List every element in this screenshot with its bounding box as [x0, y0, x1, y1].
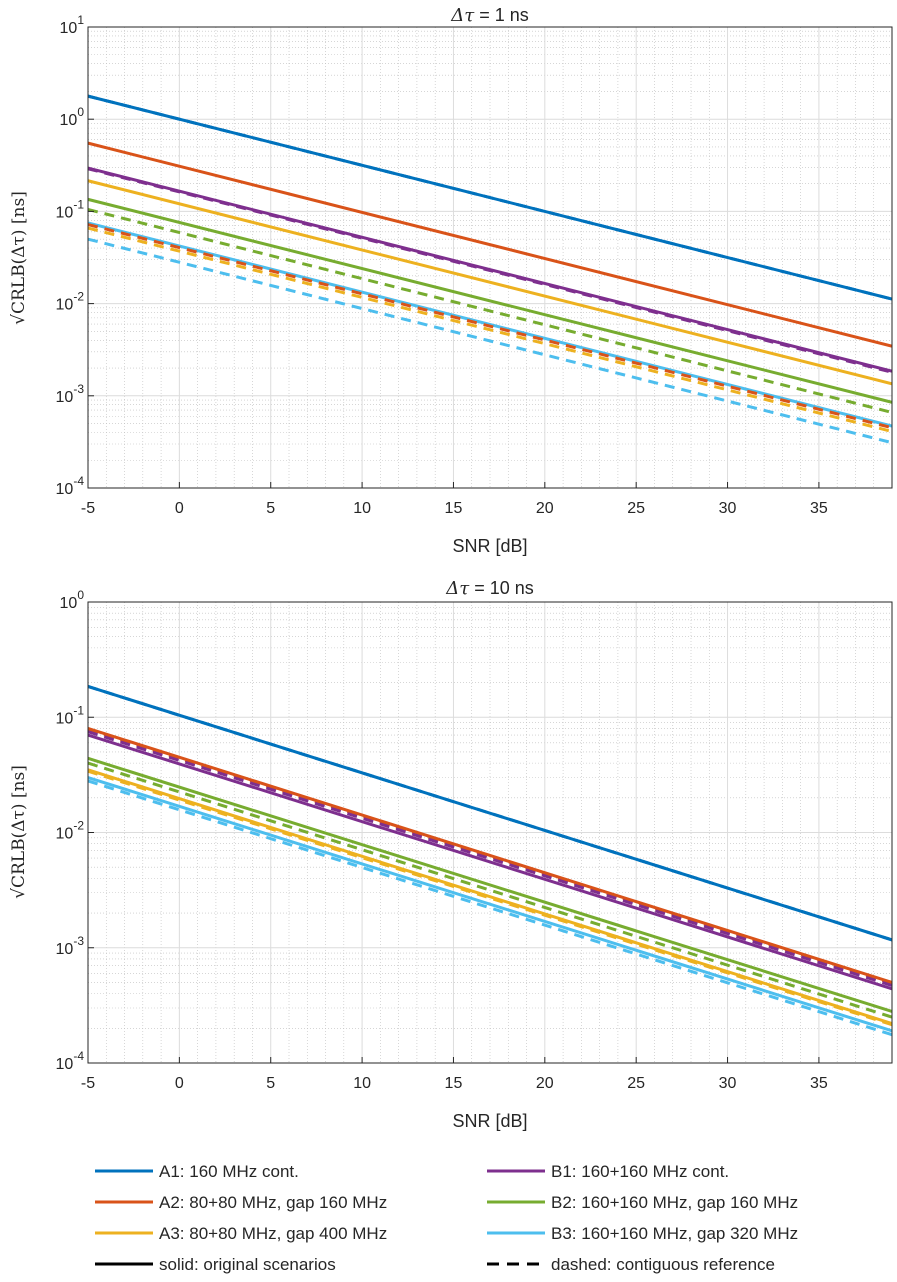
chart-title-bottom: Δτ = 10 ns [445, 578, 534, 599]
y-tick-label: 100 [60, 588, 85, 612]
series-line-b3-ref [87, 779, 893, 1037]
series-line-b1-160-160-mhz-cont- [87, 733, 893, 991]
legend-label: solid: original scenarios [159, 1255, 336, 1274]
x-tick-label: 30 [719, 500, 737, 517]
axes-box-top [87, 26, 893, 489]
legend-label: dashed: contiguous reference [551, 1255, 775, 1274]
series-line-b3-160-160-mhz-gap-320-mhz [87, 221, 893, 428]
x-axis-label-top: SNR [dB] [452, 536, 527, 556]
series-bottom [87, 685, 893, 1037]
legend-label: B1: 160+160 MHz cont. [551, 1162, 729, 1181]
x-tick-label: 0 [175, 1075, 184, 1092]
legend-label: B2: 160+160 MHz, gap 160 MHz [551, 1193, 798, 1212]
legend-label: B3: 160+160 MHz, gap 320 MHz [551, 1224, 798, 1243]
series-line-b2-160-160-mhz-gap-160-mhz [87, 197, 893, 404]
series-top [87, 94, 893, 445]
y-tick-label: 10-4 [56, 474, 85, 498]
series-line-b2-ref [87, 761, 893, 1019]
x-tick-label: 25 [627, 1075, 645, 1092]
legend: A1: 160 MHz cont. B1: 160+160 MHz cont. A2… [79, 1145, 893, 1279]
title-rest-top: = 1 ns [474, 5, 529, 25]
series-line-b3-160-160-mhz-gap-320-mhz [87, 776, 893, 1033]
series-line-a2-ref [87, 223, 893, 430]
x-tick-label: -5 [81, 1075, 95, 1092]
y-tick-label: 10-1 [56, 197, 85, 221]
series-line-b2-ref [87, 207, 893, 414]
x-tick-label: 20 [536, 500, 554, 517]
x-tick-label: 15 [445, 1075, 463, 1092]
chart-title-top: Δτ = 1 ns [450, 5, 529, 26]
series-line-b2-160-160-mhz-gap-160-mhz [87, 756, 893, 1013]
x-tick-label: 25 [627, 500, 645, 517]
series-line-a3-ref [87, 769, 893, 1027]
x-ticks-top: -5 0 5 10 15 20 25 30 35 [81, 482, 828, 517]
x-tick-label: -5 [81, 500, 95, 517]
title-rest-bottom: = 10 ns [469, 578, 534, 598]
chart-bottom: -5 0 5 10 15 20 25 30 35 100 10-1 10-2 10-3 10-4 Δτ … [9, 578, 893, 1131]
x-tick-label: 20 [536, 1075, 554, 1092]
legend-box [79, 1145, 893, 1279]
y-tick-label: 10-2 [56, 290, 85, 314]
chart-top: -5 0 5 10 15 20 25 30 35 10110010-110-210-310-4 … [9, 5, 893, 556]
series-line-b1-ref [87, 167, 893, 374]
legend-label: A3: 80+80 MHz, gap 400 MHz [159, 1224, 387, 1243]
y-tick-label: 10-4 [56, 1049, 85, 1073]
series-line-a1-ref [87, 685, 893, 942]
legend-label: A1: 160 MHz cont. [159, 1162, 299, 1181]
x-tick-label: 0 [175, 500, 184, 517]
x-axis-label-bottom: SNR [dB] [452, 1111, 527, 1131]
x-tick-label: 10 [353, 500, 371, 517]
x-ticks-bottom: -5 0 5 10 15 20 25 30 35 [81, 1057, 828, 1092]
y-tick-label: 101 [60, 13, 85, 37]
x-tick-label: 10 [353, 1075, 371, 1092]
y-tick-label: 10-3 [56, 382, 85, 406]
y-tick-label: 10-2 [56, 819, 85, 843]
x-tick-label: 5 [266, 500, 275, 517]
x-tick-label: 35 [810, 500, 828, 517]
title-symbol-bottom: Δτ [445, 578, 470, 599]
y-tick-label: 100 [60, 105, 85, 129]
series-line-a3-ref [87, 226, 893, 433]
x-tick-label: 15 [445, 500, 463, 517]
y-tick-label: 10-1 [56, 703, 85, 727]
series-line-a1-ref [87, 94, 893, 301]
x-tick-label: 35 [810, 1075, 828, 1092]
y-ticks-bottom: 100 10-1 10-2 10-3 10-4 [56, 588, 94, 1073]
series-line-a2-ref [87, 728, 893, 985]
y-ticks-top: 101 100 10-1 10-2 10-3 10-4 [56, 13, 94, 498]
y-tick-label: 10-3 [56, 934, 85, 958]
y-axis-label-bottom: √CRLB(Δτ) [ns] [9, 765, 29, 899]
title-symbol-top: Δτ [450, 5, 475, 26]
series-line-a2-80-80-mhz-gap-160-mhz [87, 141, 893, 348]
y-axis-label-top: √CRLB(Δτ) [ns] [9, 191, 29, 325]
x-tick-label: 30 [719, 1075, 737, 1092]
x-tick-label: 5 [266, 1075, 275, 1092]
legend-label: A2: 80+80 MHz, gap 160 MHz [159, 1193, 387, 1212]
series-line-b1-ref [87, 730, 893, 987]
series-line-b3-ref [87, 237, 893, 445]
series-line-a3-80-80-mhz-gap-400-mhz [87, 179, 893, 386]
